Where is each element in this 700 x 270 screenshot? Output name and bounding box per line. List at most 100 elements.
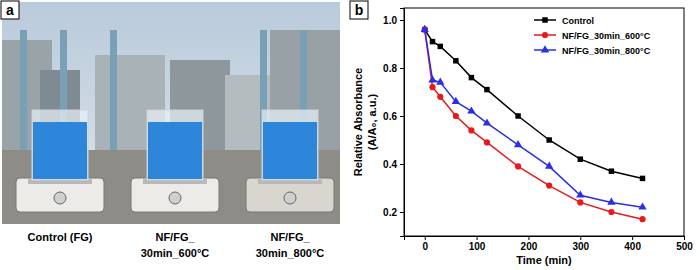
legend-entry: Control: [534, 16, 594, 26]
sky: [2, 2, 340, 224]
tick-mark: [684, 236, 685, 240]
tick-label: 0.2: [383, 207, 397, 218]
dye-solution: [148, 122, 202, 179]
photo-panel: aControl (FG)NF/FG_30min_600°CNF/FG_30mi…: [1, 1, 340, 259]
tick-label: 0: [422, 241, 428, 252]
data-point: [577, 199, 583, 205]
data-point: [514, 140, 522, 147]
data-point: [421, 25, 429, 32]
tick-mark: [400, 68, 404, 69]
data-point: [438, 44, 443, 49]
y-axis: 0.2 0.4 0.6 0.8 1.0: [383, 9, 404, 237]
series-line: [425, 30, 643, 208]
data-point: [545, 162, 553, 169]
data-point: [469, 75, 474, 80]
tick-label: 300: [572, 241, 589, 252]
tick-label: 400: [624, 241, 641, 252]
beaker: [262, 110, 318, 180]
photo-caption: Control (FG): [28, 231, 93, 243]
axis-line: [405, 237, 685, 241]
data-point: [546, 137, 551, 142]
tick-label: 0.8: [383, 63, 397, 74]
data-point: [468, 127, 474, 133]
data-point: [576, 190, 584, 197]
legend-label: NF/FG_30min_600°C: [562, 31, 651, 41]
tick-mark: [632, 236, 633, 240]
stirrer-plate: [246, 178, 334, 212]
tick-label: 1.0: [383, 15, 397, 26]
legend-marker: [541, 45, 549, 52]
y-axis-title: (A/A₀, a.u.): [366, 94, 378, 151]
tick-mark: [528, 236, 529, 240]
stirrer-setup: [16, 110, 104, 212]
beaker: [32, 110, 88, 180]
tick-label: 500: [676, 241, 693, 252]
data-point: [638, 202, 646, 209]
tick-mark: [400, 116, 404, 117]
legend: Control NF/FG_30min_600°C NF/FG_30min_800°…: [534, 16, 651, 56]
axis-line: [400, 9, 405, 237]
tick: 300: [572, 236, 589, 252]
panel-label-box: [350, 1, 368, 19]
tick-label: 100: [469, 241, 486, 252]
data-point: [428, 75, 436, 82]
tick: 0.4: [383, 159, 404, 170]
photo-caption: 30min_600°C: [141, 247, 210, 259]
legend-marker: [542, 17, 547, 22]
panel-label: a: [6, 2, 14, 18]
legend-label: Control: [562, 16, 594, 26]
legend-entry: NF/FG_30min_600°C: [534, 31, 651, 41]
panel-label: b: [355, 2, 364, 18]
data-point: [430, 39, 435, 44]
y-axis-title: Relative Absorbance: [352, 68, 364, 176]
data-point: [515, 113, 520, 118]
plot-frame: [404, 8, 684, 236]
data-point: [607, 198, 615, 205]
tick-mark: [400, 212, 404, 213]
tick-mark: [425, 236, 426, 240]
legend-entry: NF/FG_30min_800°C: [534, 45, 651, 55]
data-point: [546, 183, 552, 189]
data-point: [453, 113, 459, 119]
x-axis-title: Time (min): [516, 254, 572, 266]
tick-label: 0.6: [383, 111, 397, 122]
knob: [54, 192, 66, 204]
tick-mark: [400, 164, 404, 165]
dye-solution: [33, 122, 87, 179]
data-point: [639, 216, 645, 222]
data-point: [452, 97, 460, 104]
tick: 1.0: [383, 15, 404, 26]
data-point: [484, 87, 489, 92]
data-point: [483, 118, 491, 125]
panel-label-box: [1, 1, 19, 19]
beaker: [147, 110, 203, 180]
knob: [169, 192, 181, 204]
tick: 200: [521, 236, 538, 252]
data-point: [515, 163, 521, 169]
legend-label: NF/FG_30min_800°C: [562, 46, 651, 56]
x-axis: 0 100 200 300 400 500: [405, 236, 694, 252]
data-point: [453, 58, 458, 63]
figure: aControl (FG)NF/FG_30min_600°CNF/FG_30mi…: [0, 0, 700, 270]
legend-marker: [542, 32, 548, 38]
data-point: [429, 84, 435, 90]
knob: [284, 192, 296, 204]
data-point: [608, 209, 614, 215]
photo-caption: NF/FG_: [155, 231, 195, 243]
stirrer-setup: [246, 110, 334, 212]
chart-panel: 0 100 200 300 400 500 0.2 0.4 0.6 0.8 1.0 Time (min…: [350, 1, 693, 266]
stirrer-plate: [16, 178, 104, 212]
tick-label: 200: [521, 241, 538, 252]
data-point: [578, 156, 583, 161]
dye-solution: [263, 122, 317, 179]
data-point: [436, 78, 444, 85]
tick: 0.8: [383, 63, 404, 74]
photo-caption: NF/FG_: [270, 231, 310, 243]
data-point: [467, 106, 475, 113]
tick: 400: [624, 236, 641, 252]
tick: 0.2: [383, 207, 404, 218]
tick-mark: [477, 236, 478, 240]
tick-label: 0.4: [383, 159, 397, 170]
stirrer-plate: [131, 178, 219, 212]
tick-mark: [400, 20, 404, 21]
